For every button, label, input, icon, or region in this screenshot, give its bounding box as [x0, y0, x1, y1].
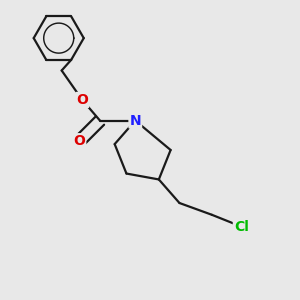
Text: O: O: [74, 134, 85, 148]
Text: Cl: Cl: [234, 220, 249, 234]
Text: N: N: [130, 114, 141, 128]
Text: O: O: [76, 93, 88, 107]
